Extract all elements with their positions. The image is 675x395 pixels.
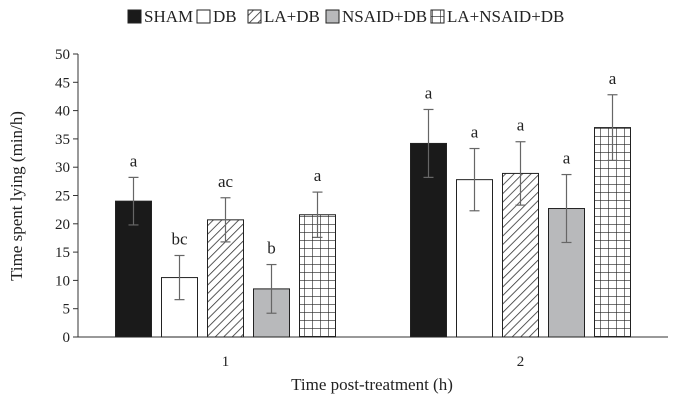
significance-label: a [130,151,138,170]
significance-label: a [609,69,617,88]
legend-label: LA+DB [264,7,320,26]
y-tick-label: 30 [55,160,70,176]
y-tick-label: 15 [55,245,70,261]
y-tick-label: 25 [55,189,70,205]
significance-label: ac [218,172,234,191]
significance-label: a [517,116,525,135]
y-tick-label: 45 [55,75,70,91]
y-axis: 0 5 10 15 20 25 30 35 40 45 50 [55,47,79,346]
x-axis-title: Time post-treatment (h) [291,375,453,394]
significance-label: a [314,166,322,185]
y-tick-label: 20 [55,217,70,233]
y-tick-label: 50 [55,47,70,63]
legend-swatch [325,9,340,24]
significance-label: a [471,123,479,142]
bars: a bc ac b a a a a a a [115,69,631,338]
legend: SHAM DB LA+DB NSAID+DB LA+NSAID+DB [127,7,564,26]
significance-label: b [267,239,276,258]
legend-label: NSAID+DB [342,7,427,26]
significance-label: bc [171,229,188,248]
y-tick-label: 10 [55,273,70,289]
y-tick-label: 40 [55,104,70,120]
x-tick-label: 2 [517,354,525,370]
legend-swatch [196,9,211,24]
y-tick-label: 0 [63,330,71,346]
y-axis-title: Time spent lying (min/h) [7,111,26,281]
x-tick-label: 1 [222,354,230,370]
y-tick-label: 35 [55,132,70,148]
legend-label: LA+NSAID+DB [447,7,564,26]
legend-swatch [247,9,262,24]
legend-swatch [127,9,142,24]
significance-label: a [425,83,433,102]
legend-swatch [430,9,445,24]
significance-label: a [563,149,571,168]
legend-label: DB [213,7,237,26]
bar-sham [115,200,152,338]
bar-la-nsaid-db [594,127,631,338]
legend-label: SHAM [144,7,193,26]
y-tick-label: 5 [63,302,71,318]
